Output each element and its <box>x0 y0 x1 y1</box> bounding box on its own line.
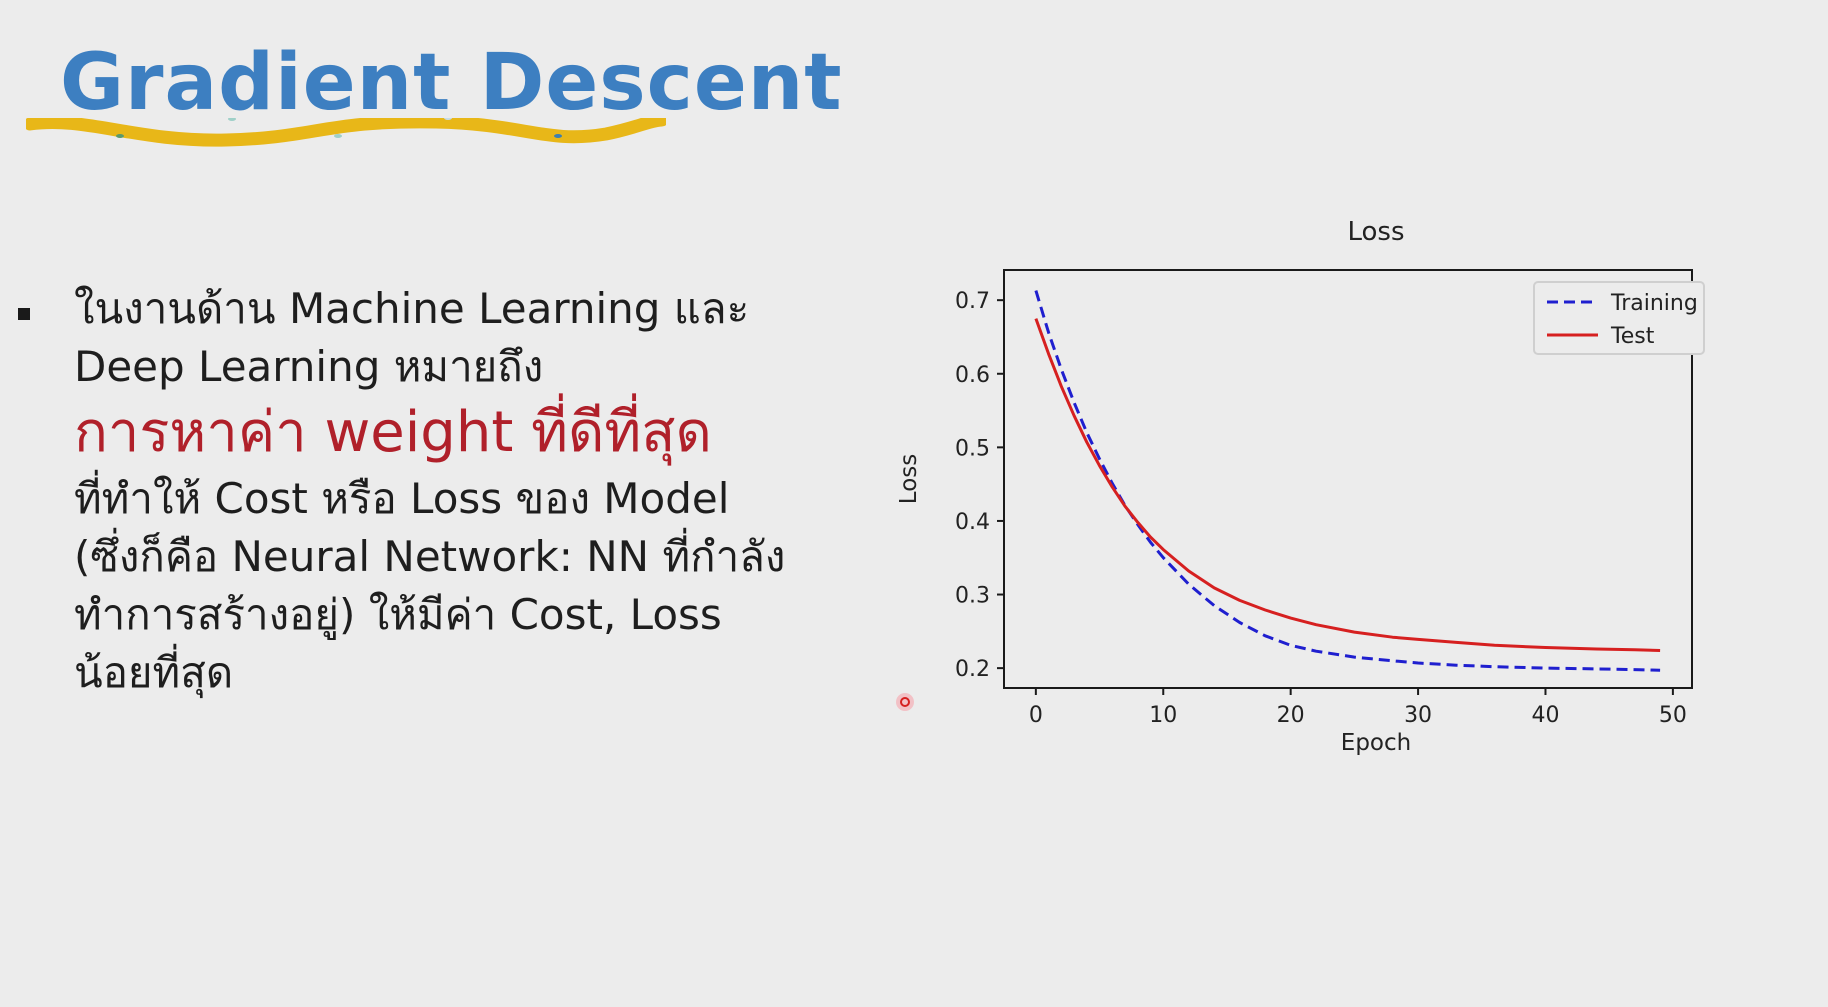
chart-title: Loss <box>1347 217 1404 247</box>
body-line: ที่ทำให้ Cost หรือ Loss ของ Model <box>74 474 730 523</box>
wave-path <box>26 118 666 147</box>
highlight-text: การหาค่า weight ที่ดีที่สุด <box>74 400 712 465</box>
loss-chart-svg: Loss 0.2 0.3 0.4 0.5 0.6 0.7 0 10 20 30 40 50 Epoc… <box>896 217 1705 756</box>
x-axis-ticks: 0 10 20 30 40 50 <box>1029 688 1687 728</box>
legend: Training Test <box>1533 281 1705 355</box>
y-tick-label: 0.3 <box>955 584 990 609</box>
wave-dot <box>334 134 342 138</box>
slide-title: Gradient Descent <box>60 38 843 128</box>
y-axis-label: Loss <box>896 454 922 504</box>
y-tick-label: 0.2 <box>955 657 990 682</box>
x-tick-label: 20 <box>1277 703 1305 728</box>
wave-dot <box>554 134 562 138</box>
wave-dot <box>116 134 124 138</box>
wave-dot <box>444 118 452 120</box>
x-tick-label: 40 <box>1531 703 1559 728</box>
y-tick-label: 0.5 <box>955 436 990 461</box>
body-line: (ซึ่งก็คือ Neural Network: NN ที่กำลัง <box>74 532 786 581</box>
cursor-indicator <box>896 693 914 711</box>
x-axis-label: Epoch <box>1341 730 1411 756</box>
body-line: ในงานด้าน Machine Learning และ <box>74 284 750 333</box>
wave-dot <box>228 118 236 121</box>
bullet-text: ในงานด้าน Machine Learning และ Deep Lear… <box>74 280 894 702</box>
legend-label-test: Test <box>1610 324 1655 349</box>
series-line-training <box>1034 290 1661 672</box>
y-tick-label: 0.7 <box>955 289 990 314</box>
series-line-test <box>1034 318 1661 652</box>
title-underline-wave <box>26 118 666 147</box>
loss-chart: Loss 0.2 0.3 0.4 0.5 0.6 0.7 0 10 20 30 40 50 Epoc… <box>880 210 1780 850</box>
x-tick-label: 50 <box>1659 703 1687 728</box>
body-line: ทำการสร้างอยู่) ให้มีค่า Cost, Loss <box>74 590 722 639</box>
x-tick-label: 10 <box>1149 703 1177 728</box>
body-line: Deep Learning หมายถึง <box>74 342 544 391</box>
x-tick-label: 30 <box>1404 703 1432 728</box>
y-tick-label: 0.6 <box>955 363 990 388</box>
y-axis-ticks: 0.2 0.3 0.4 0.5 0.6 0.7 <box>955 289 1004 682</box>
x-tick-label: 0 <box>1029 703 1043 728</box>
body-line: น้อยที่สุด <box>74 648 234 697</box>
bullet-marker <box>18 308 30 320</box>
series-lines <box>1034 290 1661 672</box>
y-tick-label: 0.4 <box>955 510 990 535</box>
legend-label-training: Training <box>1610 291 1698 316</box>
